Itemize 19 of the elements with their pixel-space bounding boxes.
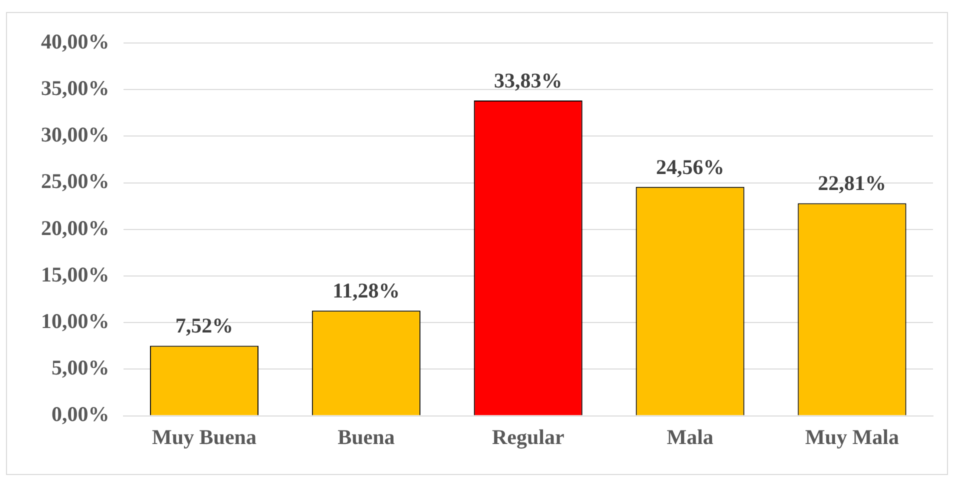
y-tick-label: 0,00%: [52, 402, 110, 426]
x-tick-label: Buena: [338, 424, 396, 449]
y-tick-label: 15,00%: [41, 262, 110, 286]
data-label: 7,52%: [175, 314, 234, 338]
y-tick-label: 25,00%: [41, 169, 110, 194]
y-tick-label: 40,00%: [41, 29, 110, 54]
x-tick-label: Regular: [492, 424, 564, 449]
data-label: 11,28%: [332, 278, 400, 303]
x-tick-label: Muy Mala: [805, 424, 900, 449]
y-tick-label: 30,00%: [41, 122, 110, 147]
data-label: 33,83%: [494, 68, 562, 92]
y-tick-label: 35,00%: [41, 76, 110, 100]
x-tick-label: Mala: [666, 424, 714, 449]
data-label: 24,56%: [656, 154, 724, 179]
data-label: 22,81%: [818, 171, 886, 196]
y-tick-label: 10,00%: [41, 309, 110, 334]
y-tick-label: 5,00%: [52, 356, 110, 380]
x-tick-label: Muy Buena: [152, 424, 257, 449]
y-tick-label: 20,00%: [41, 216, 110, 240]
